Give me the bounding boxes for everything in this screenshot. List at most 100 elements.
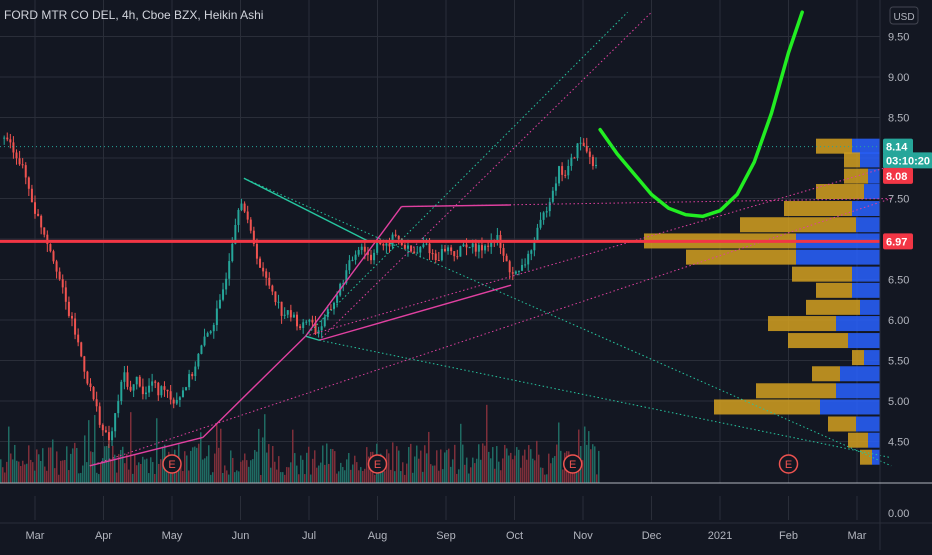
volume-bar <box>334 451 336 483</box>
volume-bar <box>226 470 228 483</box>
volume-bar <box>382 468 384 483</box>
earnings-marker[interactable] <box>778 454 799 474</box>
candle-body <box>351 259 354 261</box>
candle-body <box>86 371 89 384</box>
candle-body <box>533 240 536 251</box>
y-tick-label: 9.00 <box>888 72 909 84</box>
trendlines-layer[interactable] <box>0 10 892 467</box>
candle-body <box>410 245 413 252</box>
candle-body <box>345 270 348 284</box>
trend-line-extension[interactable] <box>305 165 892 337</box>
volume-bar <box>584 426 586 483</box>
volume-bar <box>396 446 398 483</box>
candle-body <box>308 319 311 322</box>
volume-bar <box>284 474 286 483</box>
candle-body <box>83 356 86 372</box>
volume-profile-bar-up <box>816 138 852 154</box>
volume-bar <box>130 412 132 483</box>
volume-bar <box>184 451 186 483</box>
volume-bar <box>526 459 528 483</box>
candle-body <box>138 376 141 387</box>
volume-bar <box>258 428 260 483</box>
volume-bar <box>96 472 98 483</box>
candle-body <box>34 202 36 214</box>
candle-body <box>425 243 428 245</box>
volume-bar <box>144 459 146 483</box>
volume-bar <box>504 444 506 483</box>
candle-body <box>197 353 200 367</box>
volume-bar <box>482 443 484 483</box>
candle-body <box>317 330 320 334</box>
volume-bar <box>54 468 56 483</box>
candle-body <box>292 314 295 318</box>
trend-line-extension[interactable] <box>319 339 892 459</box>
trend-line-extension[interactable] <box>89 198 892 467</box>
volume-bar <box>154 473 156 483</box>
candle-body <box>551 190 554 202</box>
trend-line[interactable] <box>319 284 512 341</box>
candle-body <box>160 386 163 396</box>
volume-bar <box>294 453 296 483</box>
currency-button[interactable]: USD <box>889 6 919 25</box>
candle-body <box>369 254 372 261</box>
volume-bar <box>318 465 320 483</box>
candle-body <box>92 387 95 400</box>
trend-line[interactable] <box>401 204 512 208</box>
volume-bar <box>394 471 396 483</box>
volume-bar <box>544 474 546 483</box>
price-badge-label: 03:10:20 <box>886 155 930 167</box>
volume-bar <box>300 455 302 483</box>
volume-bar <box>158 463 160 483</box>
candle-body <box>70 315 73 319</box>
volume-bar <box>290 462 292 483</box>
volume-bar <box>508 455 510 483</box>
x-tick-label: Mar <box>26 530 45 542</box>
candle-body <box>166 389 169 392</box>
volume-bar <box>80 472 82 483</box>
volume-bar <box>360 467 362 483</box>
candle-body <box>450 247 453 252</box>
trend-line[interactable] <box>202 335 307 438</box>
earnings-marker[interactable] <box>367 454 388 474</box>
trend-line[interactable] <box>89 436 203 467</box>
trend-line[interactable] <box>243 177 368 242</box>
candle-body <box>12 142 15 153</box>
candle-body <box>222 289 225 300</box>
volume-bar <box>326 443 328 483</box>
trend-line-extension[interactable] <box>318 11 652 341</box>
chart-title: FORD MTR CO DEL, 4h, Cboe BZX, Heikin As… <box>4 8 263 22</box>
volume-bar <box>116 472 118 483</box>
earnings-marker[interactable] <box>162 454 182 474</box>
trend-line-extension[interactable] <box>401 198 892 208</box>
earnings-marker-label: E <box>374 459 381 471</box>
volume-bar <box>32 462 34 483</box>
earnings-marker[interactable] <box>562 454 583 474</box>
candle-body <box>209 331 212 334</box>
volume-bar <box>228 474 230 483</box>
trend-line[interactable] <box>305 335 320 341</box>
candle-body <box>573 157 576 159</box>
x-tick-label: May <box>162 530 183 542</box>
volume-bar <box>36 449 38 483</box>
candle-body <box>24 165 27 178</box>
y-tick-label: 7.50 <box>888 194 909 206</box>
candle-body <box>314 322 317 334</box>
volume-bar <box>336 473 338 483</box>
candle-body <box>169 391 172 400</box>
volume-bar <box>66 446 68 483</box>
candle-body <box>305 321 308 323</box>
candle-body <box>511 272 514 274</box>
candle-body <box>530 250 533 254</box>
trend-line[interactable] <box>305 206 403 337</box>
candle-body <box>490 240 493 247</box>
volume-bar <box>28 445 30 483</box>
candle-body <box>459 246 462 257</box>
volume-bar <box>70 453 72 483</box>
candle-body <box>43 227 46 235</box>
volume-bar <box>314 450 316 483</box>
trend-line-extension[interactable] <box>305 11 628 337</box>
forecast-curve[interactable] <box>598 10 804 219</box>
